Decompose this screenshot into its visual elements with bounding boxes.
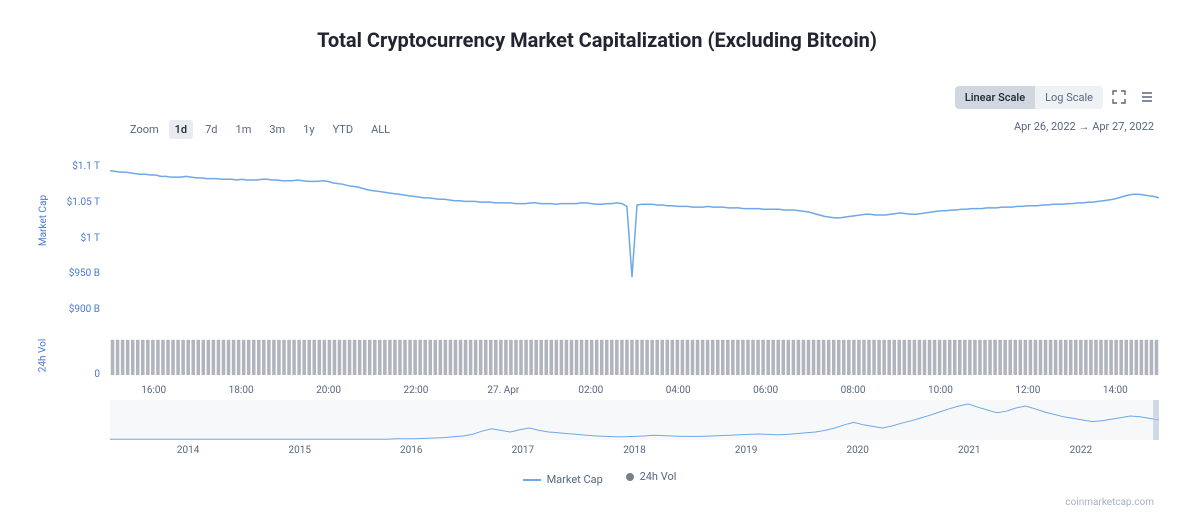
x-ticks-navigator: 2014 2015 2016 2017 2018 2019 2020 2021 2022	[110, 445, 1159, 459]
legend-market-cap: Market Cap	[523, 473, 603, 486]
x-tick: 22:00	[404, 385, 429, 396]
scale-toggle: Linear Scale Log Scale	[955, 86, 1103, 109]
fullscreen-icon[interactable]	[1107, 85, 1131, 109]
date-to[interactable]: Apr 27, 2022	[1092, 120, 1154, 133]
y-tick: 0	[50, 369, 100, 380]
zoom-7d[interactable]: 7d	[199, 120, 223, 139]
volume-plot[interactable]	[110, 335, 1159, 375]
date-range: Apr 26, 2022 → Apr 27, 2022	[1014, 120, 1154, 133]
legend: Market Cap 24h Vol	[40, 470, 1159, 486]
x-tick: 14:00	[1103, 385, 1128, 396]
zoom-ytd[interactable]: YTD	[327, 120, 359, 139]
legend-volume-label: 24h Vol	[640, 470, 677, 483]
zoom-1m[interactable]: 1m	[230, 120, 258, 139]
legend-dot-icon	[626, 473, 634, 481]
x-tick: 08:00	[841, 385, 866, 396]
x-tick: 16:00	[141, 385, 166, 396]
y-tick: $1.05 T	[50, 197, 100, 208]
y-tick: $950 B	[50, 268, 100, 279]
chart-title: Total Cryptocurrency Market Capitalizati…	[0, 0, 1194, 52]
legend-market-cap-label: Market Cap	[547, 473, 603, 486]
x-tick: 12:00	[1015, 385, 1040, 396]
y-axis-label-marketcap: Market Cap	[38, 195, 49, 246]
x-tick: 2022	[1070, 445, 1092, 456]
date-arrow: →	[1078, 120, 1089, 133]
linear-scale-button[interactable]: Linear Scale	[955, 86, 1035, 109]
navigator-plot[interactable]	[110, 400, 1159, 440]
x-tick: 2014	[177, 445, 199, 456]
y-tick: $1 T	[50, 233, 100, 244]
x-tick: 2019	[735, 445, 757, 456]
controls-toolbar: Linear Scale Log Scale	[955, 85, 1159, 109]
log-scale-button[interactable]: Log Scale	[1035, 86, 1103, 109]
y-axis-label-volume: 24h Vol	[37, 339, 48, 373]
zoom-label: Zoom	[130, 123, 159, 136]
y-tick: $900 B	[50, 304, 100, 315]
market-cap-plot[interactable]	[110, 160, 1159, 310]
x-tick: 10:00	[928, 385, 953, 396]
x-tick: 27. Apr	[487, 385, 519, 396]
x-tick: 20:00	[316, 385, 341, 396]
x-tick: 2018	[623, 445, 645, 456]
attribution: coinmarketcap.com	[1065, 497, 1154, 508]
zoom-all[interactable]: ALL	[365, 120, 396, 139]
x-tick: 18:00	[229, 385, 254, 396]
legend-line-icon	[523, 479, 541, 481]
menu-icon[interactable]	[1135, 85, 1159, 109]
zoom-controls: Zoom 1d 7d 1m 3m 1y YTD ALL	[130, 120, 396, 139]
x-tick: 2015	[288, 445, 310, 456]
legend-volume: 24h Vol	[626, 470, 677, 483]
zoom-3m[interactable]: 3m	[263, 120, 291, 139]
x-tick: 2016	[400, 445, 422, 456]
x-tick: 04:00	[666, 385, 691, 396]
x-tick: 06:00	[753, 385, 778, 396]
zoom-1y[interactable]: 1y	[297, 120, 320, 139]
date-from[interactable]: Apr 26, 2022	[1014, 120, 1076, 133]
x-ticks-main: 16:00 18:00 20:00 22:00 27. Apr 02:00 04:00 06:…	[110, 385, 1159, 399]
x-tick: 2020	[846, 445, 868, 456]
zoom-1d[interactable]: 1d	[169, 120, 193, 139]
x-tick: 02:00	[578, 385, 603, 396]
x-tick: 2021	[958, 445, 980, 456]
x-tick: 2017	[512, 445, 534, 456]
y-tick: $1.1 T	[50, 161, 100, 172]
